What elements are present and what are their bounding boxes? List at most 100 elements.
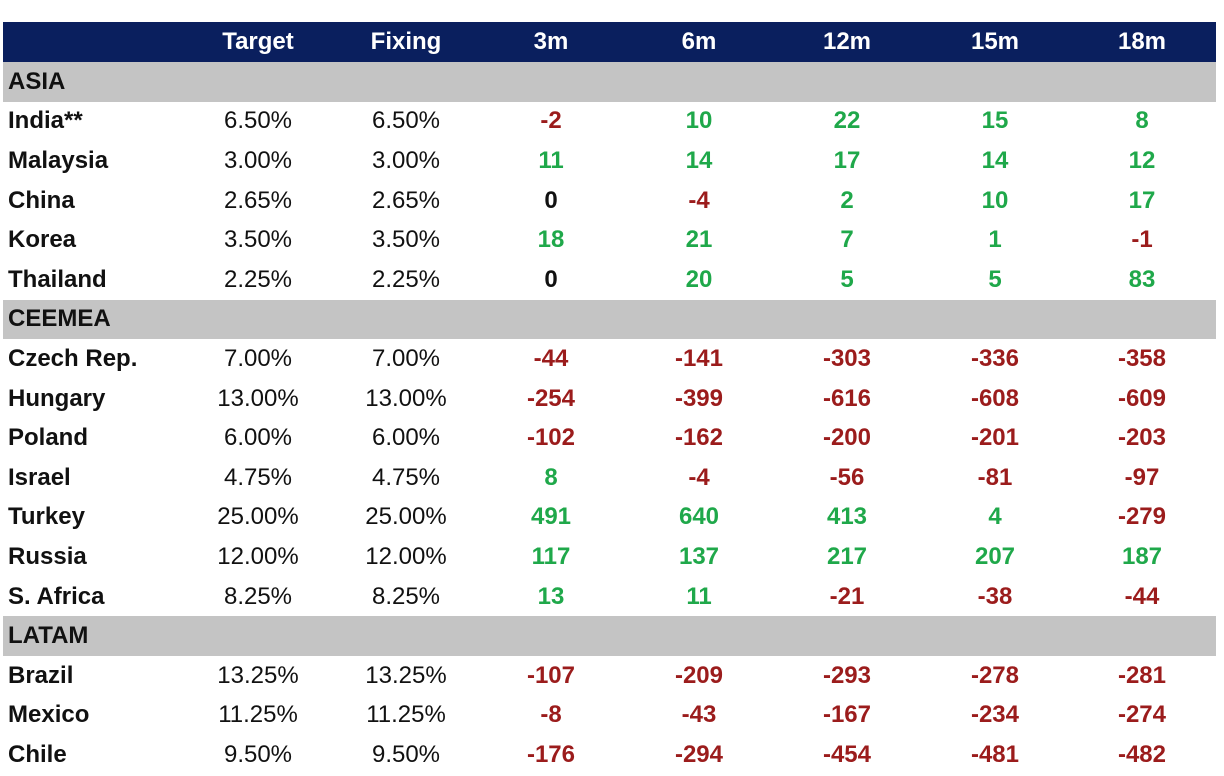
table-row: Chile 9.50% 9.50% -176 -294 -454 -481 -482 [3,735,1216,775]
fixing-rate: 13.25% [365,661,447,689]
change-12m: -616 [822,384,872,412]
fixing-rate: 2.25% [371,265,441,293]
change-12m: 413 [826,503,868,531]
change-15m: -81 [977,463,1013,491]
change-6m: 11 [686,582,712,610]
change-18m: 83 [1128,265,1156,293]
change-12m: -167 [822,701,872,729]
country-name: Mexico [8,701,90,729]
table-row: Korea 3.50% 3.50% 18 21 7 1 -1 [3,220,1216,260]
table-row: Czech Rep. 7.00% 7.00% -44 -141 -303 -336 -358 [3,339,1216,379]
change-15m: -608 [970,384,1020,412]
section-label: LATAM [8,622,89,650]
table-row: Thailand 2.25% 2.25% 0 20 5 5 83 [3,260,1216,300]
change-15m: 5 [988,265,1002,293]
change-12m: 5 [840,265,854,293]
change-18m: -358 [1117,344,1167,372]
fixing-rate: 25.00% [365,503,447,531]
change-3m: -2 [540,107,562,135]
change-6m: -4 [688,186,710,214]
country-name: Malaysia [8,146,109,174]
target-rate: 8.25% [223,582,293,610]
section-label: ASIA [8,67,66,95]
change-15m: 4 [988,503,1002,531]
fixing-rate: 9.50% [371,740,441,768]
fixing-rate: 3.50% [371,226,441,254]
change-15m: 14 [981,146,1009,174]
change-15m: -201 [970,424,1020,452]
col-header-target: Target [222,28,294,55]
change-18m: -281 [1117,661,1167,689]
change-18m: -1 [1131,226,1153,254]
table-row: India** 6.50% 6.50% -2 10 22 15 8 [3,102,1216,142]
target-rate: 6.00% [223,424,293,452]
change-12m: -303 [822,344,872,372]
section-row-asia: ASIA [3,62,1216,102]
change-15m: -336 [970,344,1020,372]
table-row: Russia 12.00% 12.00% 117 137 217 207 187 [3,537,1216,577]
change-12m: -454 [822,740,872,768]
country-name: Turkey [8,503,85,531]
change-12m: 17 [833,146,861,174]
table-row: Brazil 13.25% 13.25% -107 -209 -293 -278 -281 [3,656,1216,696]
table-row: Mexico 11.25% 11.25% -8 -43 -167 -234 -274 [3,696,1216,736]
change-3m: 0 [544,186,558,214]
change-12m: 22 [833,107,861,135]
target-rate: 2.65% [223,186,293,214]
change-18m: -274 [1117,701,1167,729]
country-name: Chile [8,740,67,768]
target-rate: 11.25% [218,701,298,729]
change-3m: 8 [544,463,558,491]
change-18m: 8 [1135,107,1149,135]
target-rate: 4.75% [223,463,293,491]
fixing-rate: 6.00% [371,424,441,452]
change-12m: 217 [826,542,868,570]
change-12m: 2 [840,186,854,214]
table-row: Turkey 25.00% 25.00% 491 640 413 4 -279 [3,498,1216,538]
target-rate: 13.25% [217,661,299,689]
change-12m: -56 [829,463,865,491]
change-3m: 491 [530,503,572,531]
change-3m: 117 [531,542,571,570]
fixing-rate: 11.25% [366,701,446,729]
change-15m: 15 [981,107,1009,135]
country-name: Hungary [8,384,106,412]
change-6m: 20 [685,265,713,293]
change-6m: 137 [678,542,720,570]
fixing-rate: 13.00% [365,384,447,412]
col-header-3m: 3m [533,28,569,55]
change-6m: -294 [674,740,724,768]
table-row: S. Africa 8.25% 8.25% 13 11 -21 -38 -44 [3,577,1216,617]
table-row: Israel 4.75% 4.75% 8 -4 -56 -81 -97 [3,458,1216,498]
change-3m: -102 [526,424,576,452]
fixing-rate: 4.75% [371,463,441,491]
target-rate: 3.50% [223,226,293,254]
change-18m: 12 [1128,146,1156,174]
fixing-rate: 12.00% [365,542,447,570]
change-3m: -44 [533,344,569,372]
change-3m: -8 [540,701,562,729]
change-12m: -293 [822,661,872,689]
target-rate: 2.25% [223,265,293,293]
change-6m: 10 [685,107,713,135]
change-15m: 1 [988,226,1002,254]
change-18m: -97 [1124,463,1160,491]
fixing-rate: 8.25% [371,582,441,610]
fixing-rate: 3.00% [371,146,441,174]
table-row: Poland 6.00% 6.00% -102 -162 -200 -201 -203 [3,418,1216,458]
change-18m: -609 [1117,384,1167,412]
target-rate: 6.50% [223,107,293,135]
table-body: ASIA India** 6.50% 6.50% -2 10 22 15 8 Malaysia 3.… [3,62,1216,775]
change-18m: -44 [1124,582,1160,610]
change-15m: -234 [970,701,1020,729]
target-rate: 12.00% [217,542,299,570]
change-6m: -399 [674,384,724,412]
change-3m: -176 [526,740,576,768]
country-name: Russia [8,542,87,570]
country-name: India** [8,107,83,135]
change-3m: 0 [544,265,558,293]
fixing-rate: 2.65% [371,186,441,214]
target-rate: 13.00% [217,384,299,412]
table-row: China 2.65% 2.65% 0 -4 2 10 17 [3,181,1216,221]
country-name: China [8,186,75,214]
